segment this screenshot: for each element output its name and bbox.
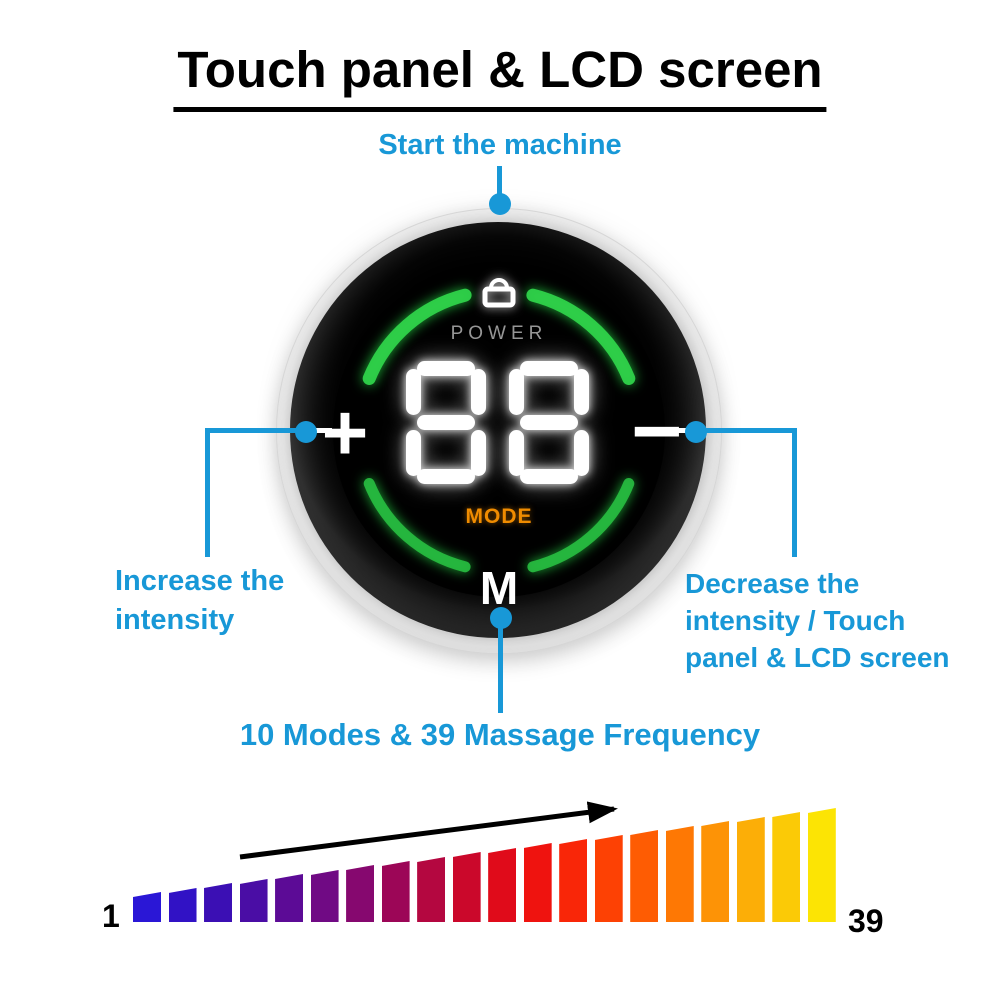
callout-line-right-h (700, 428, 797, 433)
callout-line-bottom (498, 620, 503, 713)
frequency-bar (736, 817, 765, 922)
seven-segment-digit (406, 361, 486, 484)
callout-dot-left (295, 421, 317, 443)
callout-line-right-v (792, 428, 797, 557)
frequency-bar-chart (133, 806, 836, 922)
callout-increase-line2: intensity (115, 604, 235, 636)
callout-dot-right (685, 421, 707, 443)
frequency-bar (204, 883, 233, 922)
intensity-display (406, 361, 589, 484)
frequency-bar (133, 892, 161, 922)
frequency-bar (381, 861, 410, 922)
callout-nub-right (668, 428, 688, 433)
frequency-bar (452, 852, 481, 922)
ascending-arrow-icon (239, 801, 618, 860)
callout-line-left-h (205, 428, 299, 433)
frequency-bar (630, 830, 659, 922)
led-arcs (362, 288, 636, 573)
frequency-bar (523, 843, 552, 922)
frequency-bar (275, 874, 304, 922)
frequency-bar (488, 848, 517, 922)
frequency-bar (417, 857, 446, 922)
frequency-bar (772, 812, 801, 922)
mode-label: MODE (465, 505, 533, 528)
callout-decrease: Decrease the intensity / Touch panel & L… (685, 565, 950, 676)
frequency-bar (310, 870, 339, 922)
callout-decrease-line3: panel & LCD screen (685, 642, 950, 673)
frequency-bar (168, 888, 197, 922)
callout-increase-line1: Increase the (115, 565, 285, 597)
callout-nub-left (312, 428, 332, 433)
callout-dot-bottom (490, 607, 512, 629)
callout-decrease-line2: intensity / Touch (685, 605, 906, 636)
chart-start-label: 1 (102, 898, 120, 934)
power-label: POWER (450, 323, 548, 344)
callout-decrease-line1: Decrease the (685, 568, 860, 599)
plus-button[interactable]: + (321, 388, 369, 477)
lock-icon (482, 278, 516, 308)
lcd-screen (333, 265, 665, 597)
callout-line-top (497, 166, 502, 198)
seven-segment-digit (509, 361, 589, 484)
page-title: Touch panel & LCD screen (173, 40, 827, 112)
callout-line-left-v (205, 428, 210, 557)
frequency-bar (701, 821, 730, 922)
massager-device: POWER MODE M + − (276, 208, 722, 654)
frequency-bar (594, 835, 623, 922)
frequency-bar (346, 865, 375, 922)
callout-increase: Increase the intensity (115, 562, 284, 640)
m-button[interactable]: M (479, 562, 519, 614)
frequency-bar (807, 808, 836, 922)
frequency-bar (665, 826, 694, 922)
frequency-bar (239, 879, 268, 922)
chart-end-label: 39 (848, 903, 884, 939)
callout-modes-frequency: 10 Modes & 39 Massage Frequency (239, 717, 761, 752)
frequency-bar (559, 839, 588, 922)
callout-start-machine: Start the machine (378, 129, 622, 161)
callout-dot-top (489, 193, 511, 215)
